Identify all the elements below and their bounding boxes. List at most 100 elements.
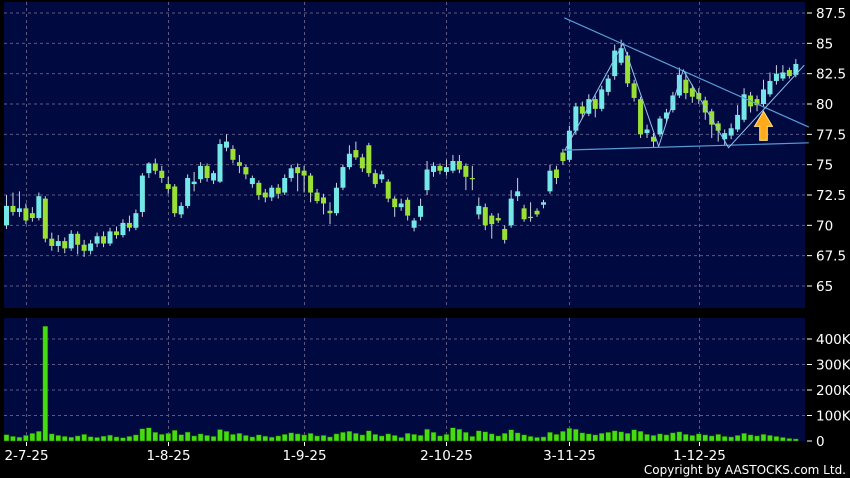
volume-bar [721, 436, 728, 442]
up-candle [191, 181, 197, 185]
up-candle [657, 118, 663, 135]
down-candle [392, 198, 398, 208]
up-candle [780, 72, 786, 79]
down-candle [528, 216, 534, 219]
svg-text:75: 75 [816, 158, 833, 174]
volume-axis-labels: 400K 300K 200K 100K 0 [807, 332, 850, 450]
down-candle [456, 161, 462, 170]
up-candle [282, 178, 288, 193]
volume-bar [49, 433, 55, 442]
volume-bar [294, 433, 301, 442]
volume-bar [256, 434, 262, 442]
down-candle [405, 199, 411, 216]
up-candle [605, 78, 611, 92]
svg-text:1-9-25: 1-9-25 [282, 448, 326, 464]
volume-bar [146, 427, 152, 442]
volume-bar [243, 435, 249, 442]
down-candle [560, 152, 566, 162]
support-line [564, 142, 809, 151]
up-candle [249, 178, 255, 185]
up-candle [722, 133, 728, 140]
volume-bar [540, 436, 547, 442]
svg-text:300K: 300K [816, 358, 850, 374]
down-candle [159, 170, 165, 179]
down-candle [353, 150, 359, 158]
svg-text:1-8-25: 1-8-25 [146, 448, 190, 464]
down-candle [236, 162, 242, 166]
svg-text:1-12-25: 1-12-25 [673, 448, 726, 464]
volume-bar [236, 433, 243, 442]
volume-bar [197, 433, 204, 442]
up-candle [288, 168, 294, 179]
down-candle [295, 167, 301, 174]
volume-bar [81, 434, 87, 442]
volume-bar [87, 436, 94, 442]
volume-bar [288, 432, 294, 442]
volume-bar [327, 436, 333, 442]
up-candle [269, 187, 275, 198]
volume-bar [689, 435, 696, 442]
up-candle [612, 50, 618, 77]
volume-bar [262, 435, 269, 442]
svg-text:2-10-25: 2-10-25 [420, 448, 473, 464]
volume-bar [430, 432, 437, 442]
down-candle [579, 106, 585, 114]
volume-bar [314, 435, 320, 442]
down-candle [243, 167, 249, 175]
down-candle [631, 83, 637, 98]
up-candle [508, 198, 514, 226]
volume-bar [165, 433, 171, 442]
volume-bar [650, 435, 657, 442]
volume-bar [644, 434, 650, 442]
down-candle [262, 192, 268, 198]
down-candle [42, 198, 48, 239]
volume-bar [760, 434, 767, 442]
down-candle [715, 123, 721, 131]
down-candle [683, 79, 689, 94]
up-candle [767, 80, 773, 95]
volume-bar [391, 435, 398, 442]
up-candle [547, 170, 553, 192]
volume-bar [152, 432, 159, 442]
volume-bar [126, 436, 133, 442]
volume-bar [592, 434, 599, 442]
volume-bar [728, 436, 734, 442]
zigzag-line [564, 42, 805, 151]
down-candle [502, 228, 508, 240]
volume-bar [618, 431, 624, 442]
up-candle [333, 187, 339, 214]
volume-bar [527, 436, 534, 442]
down-candle [275, 187, 281, 194]
volume-bar [780, 437, 786, 442]
svg-text:82.5: 82.5 [816, 67, 846, 83]
volume-bar [379, 435, 385, 442]
down-candle [204, 165, 210, 179]
volume-bar [269, 436, 275, 442]
volume-bar [624, 433, 631, 442]
svg-text:85: 85 [816, 36, 833, 52]
volume-bar [340, 432, 346, 442]
volume-bar [514, 432, 521, 442]
trendlines [563, 17, 810, 151]
volume-bar [657, 433, 663, 442]
up-candle [55, 241, 61, 246]
up-candle [773, 73, 779, 81]
volume-bar [793, 438, 799, 442]
volume-bar [74, 435, 81, 442]
down-candle [553, 169, 559, 179]
volume-bar [113, 436, 120, 442]
down-candle [230, 148, 236, 160]
down-candle [308, 175, 314, 193]
volume-bar [482, 431, 489, 442]
down-candle [702, 100, 708, 113]
down-candle [126, 222, 132, 228]
volume-bar [107, 434, 113, 442]
volume-bar [385, 433, 391, 442]
down-candle [29, 213, 35, 219]
down-candle [689, 88, 695, 97]
down-candle [113, 231, 119, 236]
volume-bar [566, 428, 573, 442]
date-axis-labels: 2-7-25 1-8-25 1-9-25 2-10-25 3-11-25 1-12-25 [4, 442, 726, 464]
volume-bar [372, 434, 379, 442]
